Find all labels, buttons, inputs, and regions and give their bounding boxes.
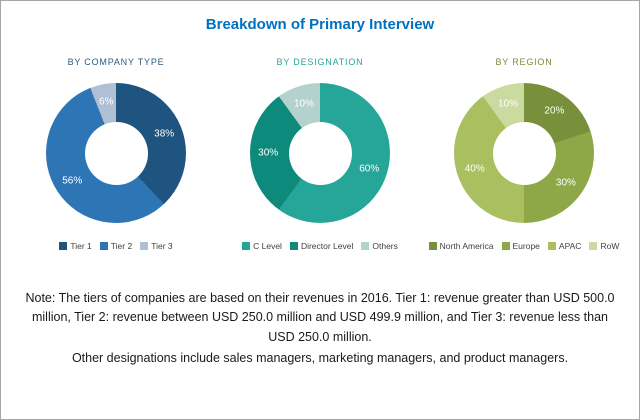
slice-percentage-label: 38% [154, 128, 175, 140]
legend-item-europe: Europe [501, 241, 540, 251]
legend-label: RoW [600, 241, 620, 251]
legend-item-apac: APAC [547, 241, 582, 251]
legend-company-type: Tier 1 Tier 2 Tier 3 [55, 241, 176, 251]
legend-label: Others [372, 241, 398, 251]
chart-header-company-type: BY COMPANY TYPE [67, 57, 165, 67]
legend-swatch [547, 242, 556, 250]
chart-designation: BY DESIGNATION 60% 30% 10% C Level Director… [219, 57, 421, 251]
legend-item-director-level: Director Level [289, 241, 354, 251]
slice-percentage-label: 60% [359, 163, 380, 175]
legend-label: C Level [253, 241, 282, 251]
legend-label: North America [439, 241, 494, 251]
donut-chart-designation: 60% 30% 10% [250, 83, 390, 223]
legend-item-tier-3: Tier 3 [140, 241, 173, 251]
donut-chart-company-type: 38% 56% 6% [46, 83, 186, 223]
page-title: Breakdown of Primary Interview [205, 16, 435, 33]
slice-percentage-label: 20% [544, 105, 565, 117]
footnote: Note: The tiers of companies are based o… [1, 289, 639, 369]
donut-hole [288, 121, 352, 185]
chart-region: BY REGION 20% 30% 40% 10% North America Euro… [423, 57, 625, 251]
slice-percentage-label: 10% [497, 98, 518, 110]
chart-company-type: BY COMPANY TYPE 38% 56% 6% Tier 1 Tier 2 Tie… [15, 57, 217, 251]
legend-item-tier-2: Tier 2 [99, 241, 133, 251]
legend-swatch [242, 242, 251, 250]
legend-swatch [140, 242, 149, 250]
slice-percentage-label: 6% [99, 96, 114, 108]
legend-item-north-america: North America [428, 241, 494, 251]
legend-label: Director Level [300, 241, 354, 251]
legend-swatch [428, 242, 437, 250]
legend-swatch [59, 242, 68, 250]
donut-hole [84, 121, 148, 185]
legend-label: Tier 1 [70, 241, 92, 251]
legend-item-row: RoW [589, 241, 619, 251]
note-line-tiers: Note: The tiers of companies are based o… [25, 291, 615, 344]
note-line-designations: Other designations include sales manager… [71, 351, 569, 366]
legend-label: Tier 3 [151, 241, 173, 251]
slice-percentage-label: 40% [464, 163, 485, 175]
legend-label: Europe [512, 241, 540, 251]
chart-header-region: BY REGION [495, 57, 553, 67]
donut-hole [492, 121, 556, 185]
legend-swatch [501, 242, 510, 250]
legend-swatch [99, 242, 108, 250]
legend-designation: C Level Director Level Others [238, 241, 402, 251]
legend-item-c-level: C Level [242, 241, 282, 251]
slice-percentage-label: 56% [62, 175, 83, 187]
legend-item-tier-1: Tier 1 [59, 241, 92, 251]
legend-label: Tier 2 [110, 241, 133, 251]
chart-header-designation: BY DESIGNATION [276, 57, 364, 67]
legend-region: North America Europe APAC RoW [425, 241, 624, 251]
charts-row: BY COMPANY TYPE 38% 56% 6% Tier 1 Tier 2 Tie… [1, 57, 639, 251]
slice-percentage-label: 10% [293, 98, 314, 110]
legend-swatch [361, 242, 370, 250]
legend-swatch [589, 242, 598, 250]
legend-item-others: Others [361, 241, 398, 251]
legend-swatch [289, 242, 298, 250]
slice-percentage-label: 30% [555, 177, 576, 189]
donut-chart-region: 20% 30% 40% 10% [454, 83, 594, 223]
slice-percentage-label: 30% [258, 147, 279, 159]
legend-label: APAC [558, 241, 582, 251]
